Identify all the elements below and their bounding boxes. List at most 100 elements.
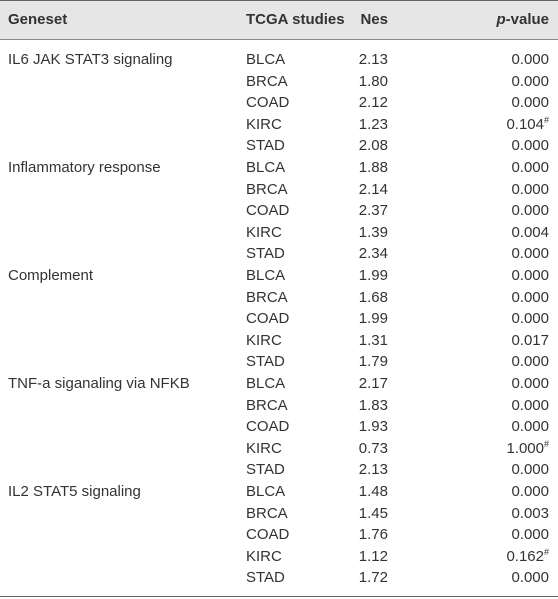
pvalue-cell: 0.000 <box>511 159 549 177</box>
pvalue-cell: 0.000 <box>511 137 549 155</box>
study-cell: BRCA <box>246 72 288 90</box>
study-cell: COAD <box>246 526 290 544</box>
study-cell: KIRC <box>246 547 282 565</box>
pvalue-cell: 0.000 <box>511 73 549 91</box>
pvalue-cell: 0.004 <box>511 224 549 242</box>
pvalue: 0.000 <box>511 51 549 68</box>
pvalue: 0.000 <box>511 245 549 263</box>
study-cell: KIRC <box>246 115 282 133</box>
pvalue-cell: 0.000 <box>511 353 549 371</box>
pvalue: 0.000 <box>511 94 549 112</box>
pvalue: 0.104 <box>506 115 544 133</box>
nes-cell: 1.68 <box>358 288 388 306</box>
study-cell: STAD <box>246 137 285 155</box>
nes-cell: 2.12 <box>358 94 388 112</box>
nes-cell: 1.99 <box>358 310 388 328</box>
table-bottom-rule <box>0 596 558 597</box>
pvalue: 0.000 <box>511 288 549 306</box>
study-cell: BLCA <box>246 483 286 500</box>
study-cell: COAD <box>246 418 290 436</box>
footnote-mark: # <box>543 546 549 557</box>
study-cell: BRCA <box>246 180 288 198</box>
pvalue-cell: 0.104# <box>506 114 549 134</box>
study-cell: KIRC <box>246 439 282 457</box>
nes-cell: 1.99 <box>358 267 388 284</box>
nes-cell: 2.37 <box>358 202 388 220</box>
pvalue-cell: 0.000 <box>511 181 549 199</box>
pvalue: 0.000 <box>511 569 549 587</box>
footnote-mark: # <box>543 114 549 125</box>
pvalue: 0.000 <box>511 180 549 198</box>
pvalue-cell: 0.000 <box>511 375 549 393</box>
pvalue: 0.000 <box>511 375 549 392</box>
pvalue: 0.000 <box>511 483 549 500</box>
study-cell: BLCA <box>246 375 286 392</box>
pvalue-cell: 0.000 <box>511 310 549 328</box>
study-cell: BLCA <box>246 51 286 68</box>
pvalue-cell: 0.000 <box>511 483 549 501</box>
header-pvalue: p-value <box>496 11 549 28</box>
nes-cell: 1.79 <box>358 353 388 371</box>
nes-cell: 2.08 <box>358 137 388 155</box>
pvalue: 0.000 <box>511 267 549 284</box>
study-cell: BRCA <box>246 288 288 306</box>
nes-cell: 1.31 <box>358 331 388 349</box>
pvalue: 0.000 <box>511 72 549 90</box>
study-cell: KIRC <box>246 331 282 349</box>
pvalue: 0.004 <box>511 223 549 241</box>
pvalue: 0.000 <box>511 418 549 436</box>
geneset-name: TNF-a siganaling via NFKB <box>8 375 190 392</box>
header-nes: Nes <box>360 11 388 28</box>
study-cell: BLCA <box>246 159 286 176</box>
pvalue: 0.000 <box>511 310 549 328</box>
pvalue: 0.000 <box>511 353 549 371</box>
nes-cell: 1.45 <box>358 504 388 522</box>
pvalue: 0.000 <box>511 137 549 155</box>
geneset-name: IL2 STAT5 signaling <box>8 483 141 500</box>
nes-cell: 1.83 <box>358 396 388 414</box>
pvalue-cell: 0.000 <box>511 397 549 415</box>
study-cell: BLCA <box>246 267 286 284</box>
study-cell: STAD <box>246 245 285 263</box>
nes-cell: 2.13 <box>358 51 388 68</box>
pvalue-cell: 0.003 <box>511 505 549 523</box>
study-cell: STAD <box>246 461 285 479</box>
pvalue: 0.000 <box>511 202 549 220</box>
pvalue-cell: 0.000 <box>511 569 549 587</box>
nes-cell: 1.80 <box>358 72 388 90</box>
nes-cell: 1.23 <box>358 115 388 133</box>
pvalue: 0.162 <box>506 547 544 565</box>
nes-cell: 1.76 <box>358 526 388 544</box>
footnote-mark: # <box>543 438 549 449</box>
nes-cell: 2.17 <box>358 375 388 392</box>
pvalue-cell: 1.000# <box>506 438 549 458</box>
nes-cell: 2.14 <box>358 180 388 198</box>
pvalue: 0.017 <box>511 331 549 349</box>
pvalue-cell: 0.000 <box>511 245 549 263</box>
pvalue-cell: 0.000 <box>511 461 549 479</box>
nes-cell: 0.73 <box>358 439 388 457</box>
nes-cell: 1.93 <box>358 418 388 436</box>
geneset-name: Complement <box>8 267 94 284</box>
pvalue-cell: 0.162# <box>506 546 549 566</box>
nes-cell: 1.12 <box>358 547 388 565</box>
header-studies: TCGA studies <box>246 11 345 28</box>
study-cell: BRCA <box>246 504 288 522</box>
nes-cell: 1.48 <box>358 483 388 500</box>
study-cell: STAD <box>246 353 285 371</box>
pvalue-cell: 0.000 <box>511 202 549 220</box>
nes-cell: 2.13 <box>358 461 388 479</box>
nes-cell: 2.34 <box>358 245 388 263</box>
study-cell: COAD <box>246 310 290 328</box>
header-geneset: Geneset <box>8 11 68 28</box>
pvalue-cell: 0.000 <box>511 51 549 69</box>
study-cell: COAD <box>246 94 290 112</box>
nes-cell: 1.88 <box>358 159 388 176</box>
pvalue-cell: 0.000 <box>511 418 549 436</box>
geneset-name: Inflammatory response <box>8 159 161 176</box>
pvalue: 1.000 <box>506 439 544 457</box>
pvalue: 0.000 <box>511 159 549 176</box>
pvalue-cell: 0.017 <box>511 332 549 350</box>
geneset-name: IL6 JAK STAT3 signaling <box>8 51 173 68</box>
